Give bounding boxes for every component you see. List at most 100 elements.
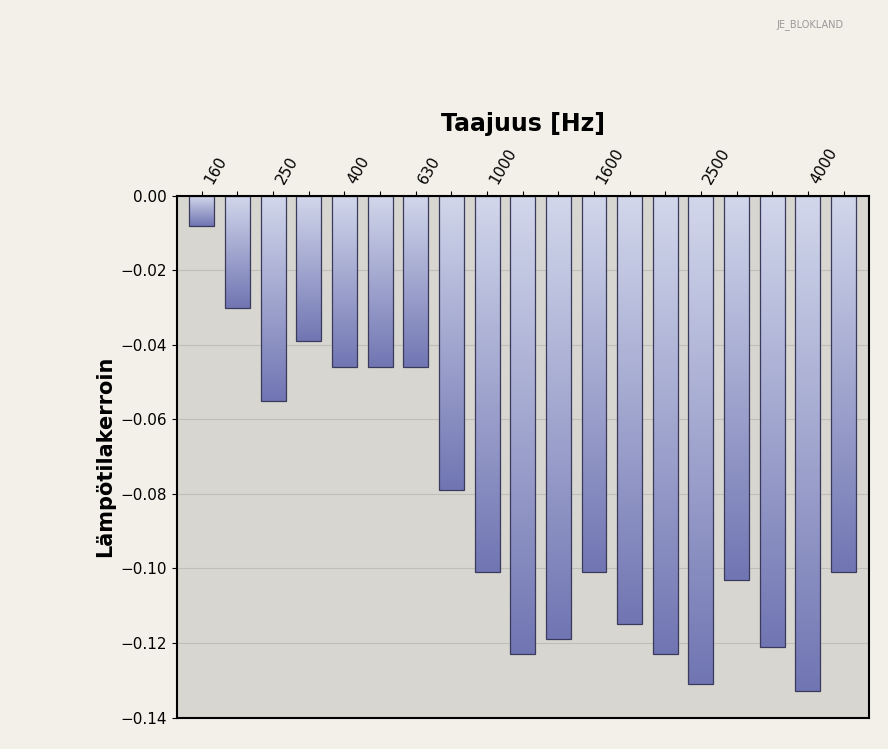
Bar [617, 288, 642, 290]
Bar [511, 303, 535, 306]
Bar [511, 398, 535, 401]
Bar [332, 297, 357, 299]
Bar [511, 486, 535, 489]
Bar [582, 336, 607, 339]
Bar [546, 385, 571, 388]
Bar [582, 384, 607, 386]
Bar [688, 642, 713, 645]
Bar [474, 372, 500, 374]
Bar [688, 583, 713, 586]
Bar [474, 213, 500, 216]
Bar [617, 362, 642, 365]
Bar [582, 442, 607, 444]
Bar [831, 494, 856, 497]
Bar [582, 329, 607, 331]
Bar [617, 413, 642, 416]
Bar [582, 301, 607, 304]
Bar [511, 605, 535, 608]
Bar [653, 407, 678, 410]
Bar [582, 281, 607, 284]
Bar [724, 428, 749, 431]
Bar [617, 398, 642, 401]
Bar [511, 196, 535, 199]
Bar [332, 357, 357, 358]
Bar [368, 199, 392, 201]
Bar [724, 457, 749, 459]
Bar [297, 220, 321, 221]
Bar [831, 359, 856, 362]
Bar [297, 234, 321, 236]
Bar [831, 452, 856, 455]
Bar [688, 333, 713, 336]
Bar [368, 343, 392, 345]
Bar [546, 592, 571, 595]
Bar [582, 316, 607, 319]
Bar [546, 222, 571, 225]
Bar [474, 297, 500, 299]
Bar [260, 372, 286, 374]
Bar [796, 321, 821, 325]
Bar [403, 340, 428, 341]
Bar [474, 447, 500, 449]
Bar [831, 557, 856, 560]
Bar [831, 208, 856, 211]
Bar [403, 277, 428, 278]
Bar [332, 308, 357, 309]
Bar [439, 212, 464, 213]
Bar [653, 498, 678, 501]
Bar [546, 270, 571, 273]
Bar [831, 545, 856, 547]
Bar [760, 211, 785, 214]
Bar [332, 282, 357, 283]
Bar [260, 326, 286, 327]
Bar [260, 366, 286, 367]
Bar [582, 372, 607, 374]
Bar [439, 355, 464, 357]
Bar [439, 269, 464, 270]
Bar [511, 273, 535, 276]
Bar [474, 401, 500, 404]
Bar [582, 452, 607, 455]
Bar [617, 410, 642, 413]
Bar [617, 256, 642, 258]
Bar [724, 431, 749, 434]
Bar [688, 251, 713, 255]
Bar [511, 266, 535, 269]
Bar [688, 427, 713, 430]
Bar [724, 285, 749, 288]
Bar [724, 298, 749, 301]
Bar [653, 324, 678, 327]
Bar [617, 222, 642, 225]
Bar [511, 419, 535, 422]
Bar [332, 212, 357, 213]
Bar [368, 196, 392, 367]
Bar [546, 530, 571, 533]
Bar [760, 292, 785, 295]
Bar [582, 509, 607, 512]
Bar [546, 204, 571, 207]
Bar [831, 258, 856, 261]
Bar [617, 593, 642, 595]
Bar [688, 326, 713, 330]
Bar [688, 512, 713, 515]
Bar [260, 312, 286, 313]
Bar [760, 310, 785, 313]
Bar [260, 291, 286, 293]
Bar [831, 221, 856, 223]
Bar [546, 388, 571, 391]
Text: JE_BLOKLAND: JE_BLOKLAND [776, 19, 844, 30]
Bar [653, 574, 678, 577]
Bar [403, 269, 428, 270]
Bar [724, 201, 749, 204]
Bar [760, 250, 785, 253]
Bar [653, 404, 678, 407]
Bar [546, 515, 571, 518]
Bar [724, 531, 749, 533]
Bar [724, 334, 749, 336]
Bar [653, 545, 678, 548]
Bar [796, 622, 821, 625]
Bar [760, 604, 785, 607]
Bar [546, 219, 571, 222]
Bar [582, 532, 607, 535]
Bar [474, 379, 500, 381]
